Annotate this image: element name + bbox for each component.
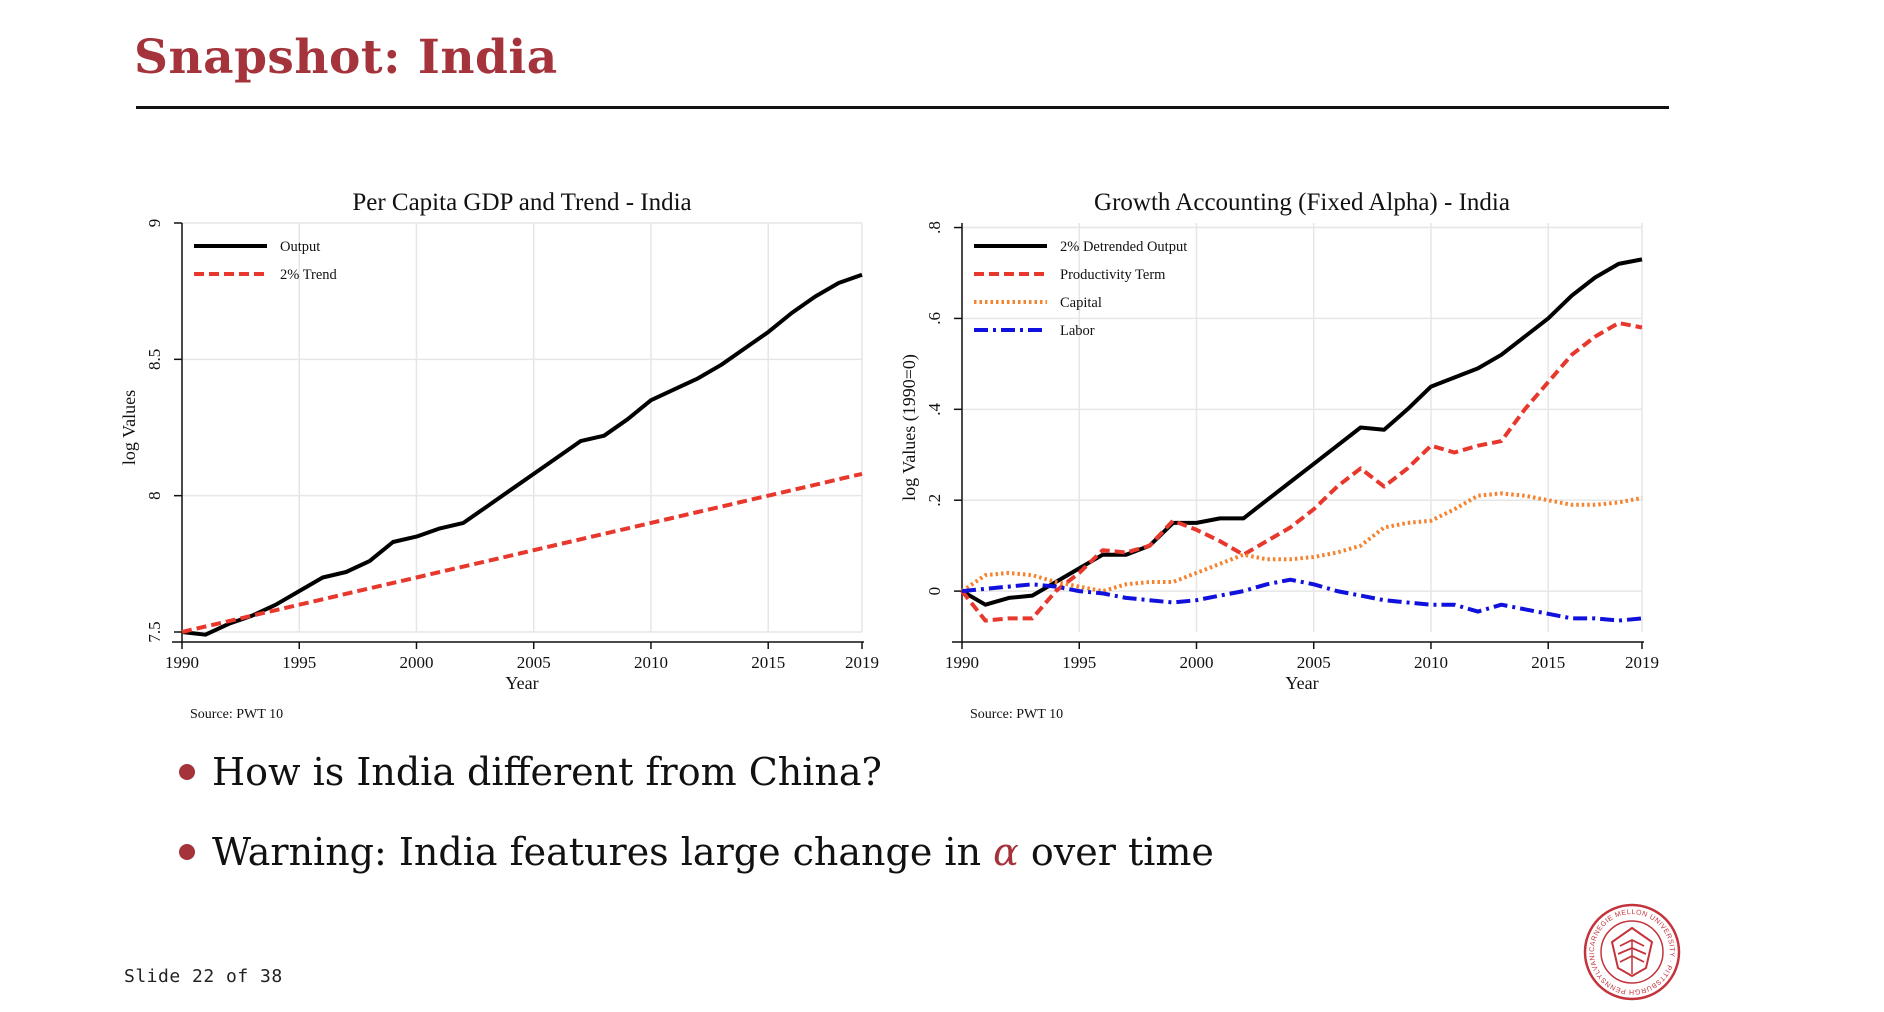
- legend-label: Output: [280, 239, 320, 255]
- chart-growth-accounting: Growth Accounting (Fixed Alpha) - India 0…: [899, 189, 1659, 722]
- series-line-1: [181, 272, 863, 637]
- alpha-symbol: α: [993, 830, 1019, 874]
- x-tick-label: 1990: [165, 653, 199, 672]
- x-tick-label: 2010: [634, 653, 668, 672]
- x-tick-label: 2010: [1414, 653, 1448, 672]
- y-tick-label: 8: [145, 491, 164, 500]
- x-axis-label: Year: [505, 673, 538, 693]
- series-line-2: [181, 471, 863, 634]
- legend-label: 2% Detrended Output: [1060, 239, 1187, 255]
- source-note: Source: PWT 10: [970, 707, 1063, 722]
- title-rule: [136, 106, 1669, 109]
- series-line-3: [960, 491, 1643, 594]
- series-line-4: [961, 577, 1643, 623]
- y-tick-label: 0: [925, 587, 944, 596]
- x-tick-label: 2000: [1179, 653, 1213, 672]
- x-tick-label: 2015: [751, 653, 785, 672]
- slide-number: Slide 22 of 38: [124, 966, 283, 987]
- chart-title: Per Capita GDP and Trend - India: [352, 189, 691, 216]
- y-tick-label: .6: [925, 312, 944, 325]
- legend-label: Labor: [1060, 323, 1095, 339]
- series-line-1: [960, 257, 1643, 607]
- x-tick-label: 2005: [517, 653, 551, 672]
- chart-gdp-trend: Per Capita GDP and Trend - India 7.5 8 8.5 9…: [119, 189, 879, 722]
- x-tick-label: 2005: [1297, 653, 1331, 672]
- bullet-text: How is India different from China?: [212, 750, 882, 794]
- slide-title: Snapshot: India: [134, 30, 558, 85]
- source-note: Source: PWT 10: [190, 707, 283, 722]
- x-axis-label: Year: [1285, 673, 1318, 693]
- x-tick-label: 2000: [399, 653, 433, 672]
- y-tick-label: .4: [925, 402, 944, 415]
- chart-title: Growth Accounting (Fixed Alpha) - India: [1094, 189, 1510, 216]
- x-tick-label: 2019: [1625, 653, 1659, 672]
- x-tick-label: 2019: [845, 653, 879, 672]
- x-tick-label: 1990: [945, 653, 979, 672]
- y-tick-label: .2: [925, 494, 944, 507]
- legend-label: 2% Trend: [280, 267, 338, 283]
- bullet-text: Warning: India features large change in …: [212, 830, 1214, 874]
- bullet-dot-icon: [179, 764, 195, 780]
- bullet-dot-icon: [179, 844, 195, 860]
- y-axis-label: log Values: [119, 390, 139, 465]
- x-tick-label: 1995: [1062, 653, 1096, 672]
- x-tick-label: 2015: [1531, 653, 1565, 672]
- x-tick-label: 1995: [282, 653, 316, 672]
- legend-label: Capital: [1060, 295, 1102, 311]
- legend-label: Productivity Term: [1060, 267, 1166, 283]
- y-tick-label: 7.5: [145, 621, 164, 642]
- y-tick-label: .8: [925, 221, 944, 234]
- y-tick-label: 9: [145, 219, 164, 228]
- university-seal-icon: CARNEGIE MELLON UNIVERSITY · PITTSBURGH …: [1582, 902, 1681, 1001]
- series-line-2: [960, 321, 1643, 623]
- y-tick-label: 8.5: [145, 349, 164, 370]
- y-axis-label: log Values (1990=0): [899, 354, 920, 501]
